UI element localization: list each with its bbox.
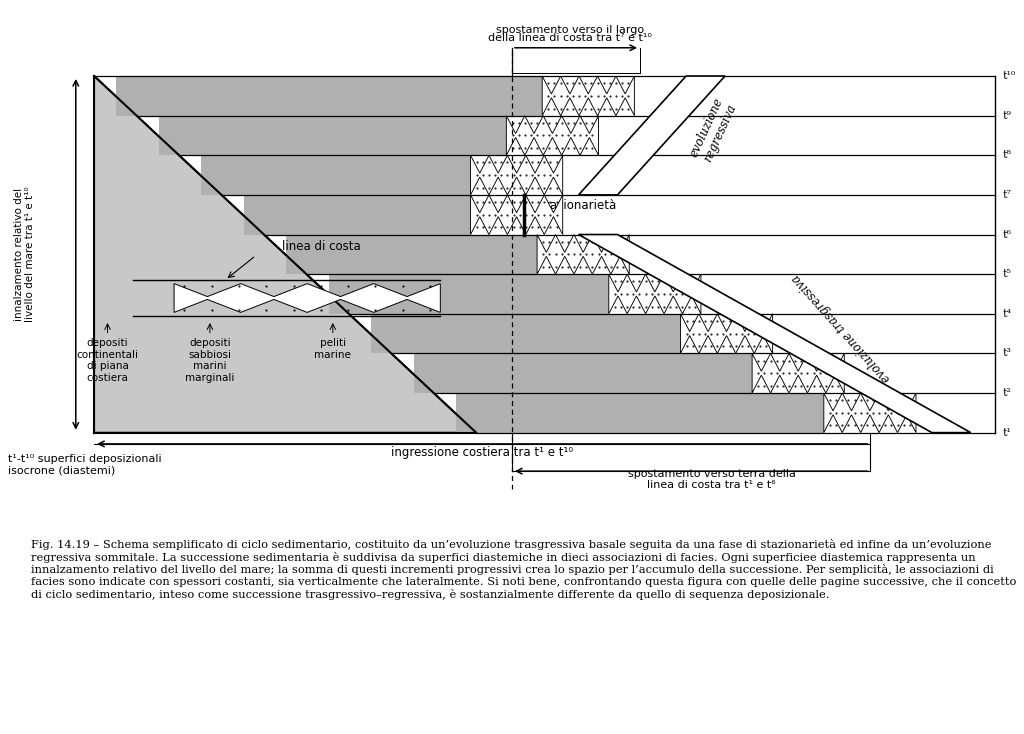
Text: innalzamento relativo del
livello del mare tra t¹ e t¹⁰: innalzamento relativo del livello del ma… [13,186,36,322]
Text: evoluzione
regressiva: evoluzione regressiva [687,95,739,165]
Polygon shape [608,274,700,313]
Text: t⁶: t⁶ [1002,230,1012,239]
Text: t¹-t¹⁰ superfici deposizionali
isocrone (diastemi): t¹-t¹⁰ superfici deposizionali isocrone … [8,454,162,476]
Text: t⁷: t⁷ [1002,190,1012,200]
Bar [371,313,681,353]
Bar [329,274,608,313]
Text: depositi
continentali
di piana
costiera: depositi continentali di piana costiera [77,338,138,383]
Text: t⁹: t⁹ [1002,111,1012,120]
Text: Fig. 14.19 – Schema semplificato di ciclo sedimentario, costituito da un’evoluzi: Fig. 14.19 – Schema semplificato di cicl… [31,539,1016,600]
Text: stazionarietà: stazionarietà [540,199,616,212]
Polygon shape [680,313,773,353]
Polygon shape [506,116,598,156]
Text: t³: t³ [1002,349,1012,358]
Polygon shape [471,156,563,195]
Text: spostamento verso terra della
linea di costa tra t¹ e t⁶: spostamento verso terra della linea di c… [628,468,796,490]
Text: ingressione costiera tra t¹ e t¹⁰: ingressione costiera tra t¹ e t¹⁰ [391,446,573,459]
Bar [117,76,543,116]
Polygon shape [680,313,773,353]
Bar [414,353,752,393]
Polygon shape [752,353,844,393]
Polygon shape [579,76,725,195]
Text: t⁴: t⁴ [1002,309,1012,319]
Polygon shape [579,235,971,432]
Text: linea di costa: linea di costa [282,240,360,252]
Polygon shape [543,76,635,116]
Polygon shape [608,274,700,313]
Polygon shape [174,283,440,313]
Text: t⁸: t⁸ [1002,150,1012,160]
Text: t¹: t¹ [1002,428,1012,437]
Text: evoluzione trasgressiva: evoluzione trasgressiva [790,272,893,385]
Polygon shape [823,393,915,432]
Polygon shape [543,76,635,116]
Bar [244,195,471,235]
Polygon shape [471,195,563,235]
Polygon shape [471,156,563,195]
Text: spostamento verso il largo: spostamento verso il largo [496,25,644,35]
Text: t¹⁰: t¹⁰ [1002,71,1016,81]
Text: peliti
marine: peliti marine [314,338,351,360]
Bar [159,116,506,156]
Polygon shape [538,235,629,274]
Text: t⁵: t⁵ [1002,269,1012,279]
Bar [202,156,471,195]
Polygon shape [471,195,563,235]
Polygon shape [538,235,629,274]
Polygon shape [823,393,915,432]
Bar [287,235,538,274]
Polygon shape [506,116,598,156]
Bar [456,393,823,432]
Text: della linea di costa tra t⁷ e t¹⁰: della linea di costa tra t⁷ e t¹⁰ [487,32,651,43]
Text: t²: t² [1002,388,1012,398]
Polygon shape [752,353,844,393]
Text: depositi
sabbiosi
marini
marginali: depositi sabbiosi marini marginali [185,338,234,383]
Polygon shape [94,76,476,432]
